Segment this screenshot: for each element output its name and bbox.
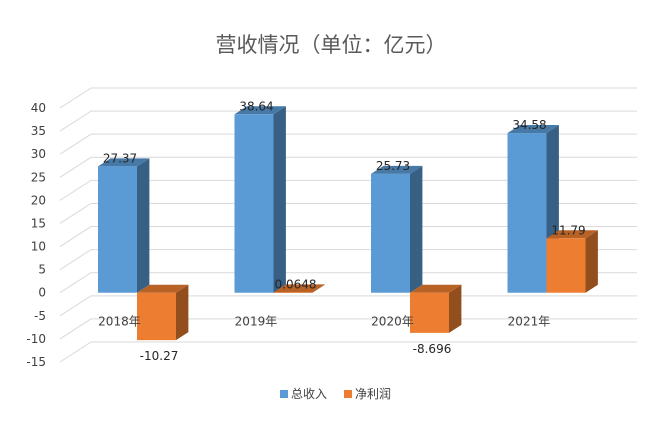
y-tick-label: -10: [26, 332, 46, 346]
x-category-label: 2018年: [98, 315, 141, 329]
x-category-label: 2021年: [508, 315, 551, 329]
data-label: 34.58: [512, 118, 546, 132]
gridline: [59, 202, 637, 224]
data-label: 0.0648: [275, 277, 317, 291]
bar-front: [371, 173, 410, 293]
bar-side: [137, 158, 150, 293]
gridline: [59, 110, 637, 132]
data-label: 25.73: [376, 159, 410, 173]
bar-side: [585, 230, 598, 293]
x-category-label: 2019年: [235, 315, 278, 329]
bar-side: [312, 284, 325, 293]
gridline: [59, 272, 637, 294]
y-tick-label: 20: [31, 193, 46, 207]
bar-side: [410, 165, 423, 293]
data-label: 11.79: [551, 223, 585, 237]
bar-top: [234, 106, 286, 115]
legend: 总收入 净利润: [280, 387, 391, 401]
bar-top: [546, 230, 598, 239]
x-axis-categories: 2018年 2019年 2020年 2021年: [98, 315, 550, 329]
legend-item: 净利润: [344, 387, 391, 401]
bar-top: [98, 158, 150, 167]
y-tick-label: 5: [38, 263, 46, 277]
data-labels: 27.37 -10.27 38.64 0.0648 25.73 -8.696 34.58 11…: [103, 99, 586, 363]
gridline: [59, 179, 637, 201]
bar-front: [507, 133, 547, 293]
data-label: 27.37: [103, 151, 137, 165]
bar-top: [137, 284, 189, 293]
y-tick-label: 40: [31, 101, 46, 115]
y-tick-label: 35: [31, 124, 46, 138]
legend-item: 总收入: [280, 387, 327, 401]
bar-front: [273, 292, 313, 293]
bar-front: [98, 166, 137, 293]
bar-side: [273, 106, 286, 293]
bar: [273, 284, 325, 293]
bar: [371, 165, 423, 293]
y-tick-label: -15: [26, 355, 46, 369]
bar: [546, 230, 598, 293]
chart-title: 营收情况（单位：亿元）: [216, 33, 447, 57]
bar-front: [137, 292, 176, 341]
bar-side: [449, 284, 462, 333]
bar: [98, 158, 150, 293]
legend-swatch: [280, 390, 288, 398]
data-label: 38.64: [239, 99, 273, 113]
bars: [98, 106, 598, 341]
y-tick-label: 10: [31, 240, 46, 254]
gridline: [59, 226, 637, 247]
y-tick-label: 30: [31, 147, 46, 161]
bar-top: [507, 125, 559, 134]
bar-top: [371, 165, 423, 174]
legend-label: 总收入: [291, 387, 327, 401]
bar-top: [410, 284, 462, 293]
data-label: -10.27: [140, 349, 179, 363]
data-label: -8.696: [413, 342, 452, 356]
x-category-label: 2020年: [371, 315, 414, 329]
bar: [410, 284, 462, 333]
y-tick-label: 15: [31, 216, 46, 230]
gridline: [59, 156, 637, 178]
gridline: [59, 341, 637, 363]
bar-side: [176, 284, 189, 341]
bar: [234, 106, 286, 293]
bar-front: [546, 238, 586, 293]
y-tick-label: -5: [34, 309, 46, 323]
bar-front: [410, 292, 449, 333]
legend-swatch: [344, 390, 352, 398]
bar-front: [234, 114, 274, 293]
gridline: [59, 87, 637, 109]
gridline: [59, 249, 637, 271]
bar: [137, 284, 189, 341]
legend-label: 净利润: [355, 387, 391, 401]
gridline: [59, 133, 637, 155]
y-tick-label: 0: [38, 286, 46, 300]
y-tick-label: 25: [31, 170, 46, 184]
y-axis-ticks: 40 35 30 25 20 15 10 5 0 -5 -10 -15: [26, 101, 46, 369]
bar-top: [273, 284, 325, 293]
